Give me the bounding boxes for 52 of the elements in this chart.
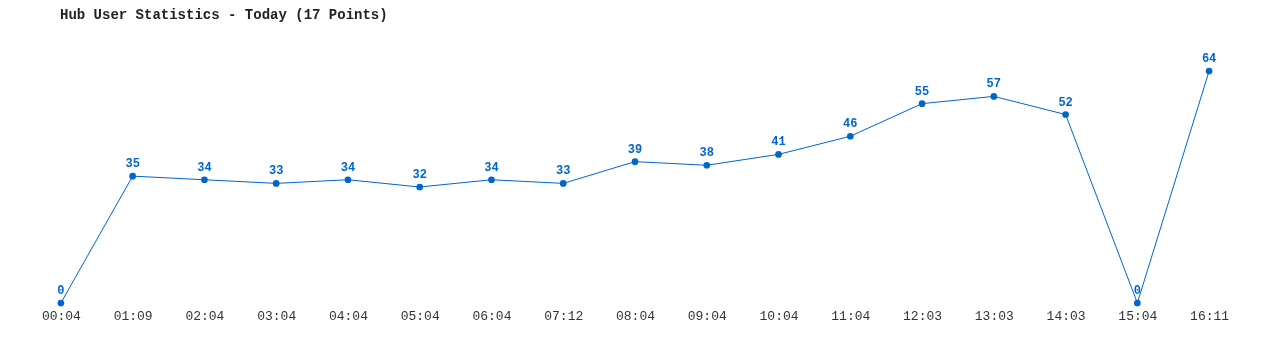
data-label: 57: [986, 77, 1002, 92]
x-tick-label: 13:03: [974, 308, 1014, 324]
point: [703, 161, 711, 169]
point: [1062, 111, 1069, 118]
point: [344, 176, 352, 184]
x-tick-label: 08:04: [615, 308, 656, 324]
data-label: 52: [1058, 95, 1073, 110]
data-label: 0: [1133, 284, 1141, 298]
x-tick-label: 15:04: [1118, 308, 1158, 324]
point: [201, 176, 208, 184]
x-tick-label: 16:11: [1190, 308, 1230, 324]
data-label: 39: [627, 142, 643, 157]
x-tick-label: 01:09: [113, 308, 153, 324]
data-label: 0: [57, 284, 65, 298]
point: [918, 100, 926, 107]
point: [1205, 67, 1213, 75]
point: [1134, 299, 1141, 307]
x-tick-label: 14:03: [1046, 308, 1086, 324]
x-tick-label: 03:04: [257, 308, 297, 324]
x-tick-label: 09:04: [687, 308, 727, 324]
point: [57, 299, 65, 307]
x-tick-label: 00:04: [41, 308, 82, 324]
x-tick-label: 04:04: [328, 308, 369, 324]
data-label: 46: [843, 117, 858, 132]
point: [631, 158, 639, 165]
point: [775, 151, 782, 158]
data-label: 32: [412, 168, 427, 182]
point: [990, 93, 998, 100]
point: [488, 176, 495, 184]
data-label: 34: [484, 160, 499, 175]
data-label: 34: [340, 160, 356, 175]
data-label: 55: [914, 84, 930, 99]
point: [416, 183, 424, 191]
x-tick-label: 12:03: [903, 308, 943, 324]
x-tick-label: 02:04: [185, 308, 225, 324]
data-label: 34: [197, 160, 212, 175]
data-label: 35: [125, 157, 140, 172]
data-label: 41: [771, 135, 786, 150]
data-label: 38: [699, 146, 714, 161]
x-tick-label: 06:04: [472, 308, 512, 324]
x-tick-label: 11:04: [831, 308, 871, 324]
point: [272, 180, 280, 187]
point: [559, 180, 567, 187]
data-label: 64: [1201, 52, 1217, 66]
x-tick-label: 05:04: [400, 308, 440, 324]
data-label: 33: [556, 164, 571, 179]
chart-title: Hub User Statistics - Today (17 Points): [60, 7, 388, 23]
data-label: 33: [268, 164, 284, 179]
point: [129, 172, 136, 180]
x-tick-label: 07:12: [544, 308, 584, 324]
point: [846, 132, 854, 140]
x-tick-label: 10:04: [759, 308, 799, 324]
